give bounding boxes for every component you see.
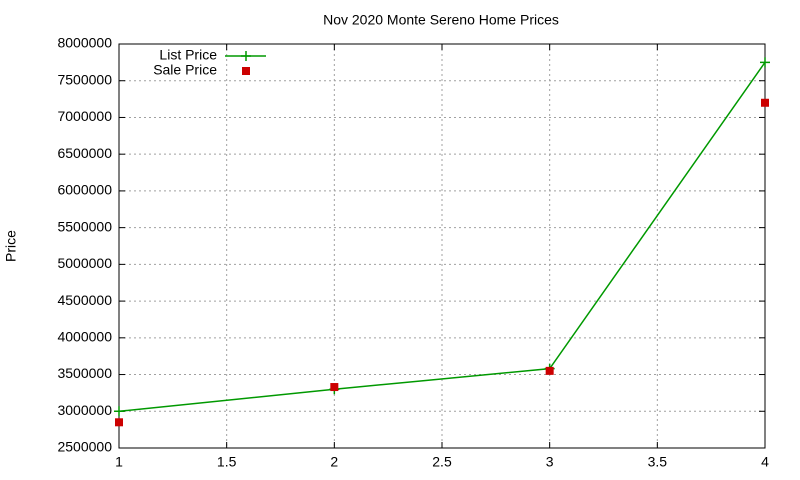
x-tick-label: 1 bbox=[115, 454, 123, 470]
legend-label: List Price bbox=[159, 47, 217, 63]
point-marker bbox=[545, 366, 554, 375]
point-marker bbox=[330, 383, 339, 392]
y-tick-label: 7000000 bbox=[57, 108, 112, 124]
x-tick-label: 2 bbox=[330, 454, 338, 470]
y-tick-label: 6000000 bbox=[57, 182, 112, 198]
point-marker bbox=[761, 98, 769, 107]
data-line bbox=[118, 61, 766, 413]
y-tick-label: 4000000 bbox=[57, 329, 112, 345]
x-tick-label: 3.5 bbox=[648, 454, 668, 470]
y-axis-label: Price bbox=[3, 230, 19, 262]
x-tick-label: 2.5 bbox=[432, 454, 452, 470]
y-tick-label: 3500000 bbox=[57, 365, 112, 381]
y-tick-label: 3000000 bbox=[57, 402, 112, 418]
chart-title: Nov 2020 Monte Sereno Home Prices bbox=[323, 12, 559, 28]
y-tick-label: 7500000 bbox=[57, 71, 112, 87]
y-tick-label: 6500000 bbox=[57, 145, 112, 161]
y-tick-label: 5000000 bbox=[57, 255, 112, 271]
legend-swatch bbox=[242, 67, 250, 75]
legend-swatch bbox=[241, 51, 251, 61]
plot-frame bbox=[118, 43, 766, 449]
y-tick-label: 4500000 bbox=[57, 292, 112, 308]
x-tick-label: 3 bbox=[546, 454, 554, 470]
y-tick-label: 5500000 bbox=[57, 218, 112, 234]
point-marker bbox=[115, 418, 123, 427]
point-marker bbox=[114, 406, 124, 417]
x-tick-label: 4 bbox=[761, 454, 769, 470]
x-tick-label: 1.5 bbox=[217, 454, 237, 470]
y-tick-label: 2500000 bbox=[57, 439, 112, 455]
legend-label: Sale Price bbox=[153, 62, 217, 78]
y-tick-label: 8000000 bbox=[57, 35, 112, 51]
point-marker bbox=[760, 57, 770, 68]
